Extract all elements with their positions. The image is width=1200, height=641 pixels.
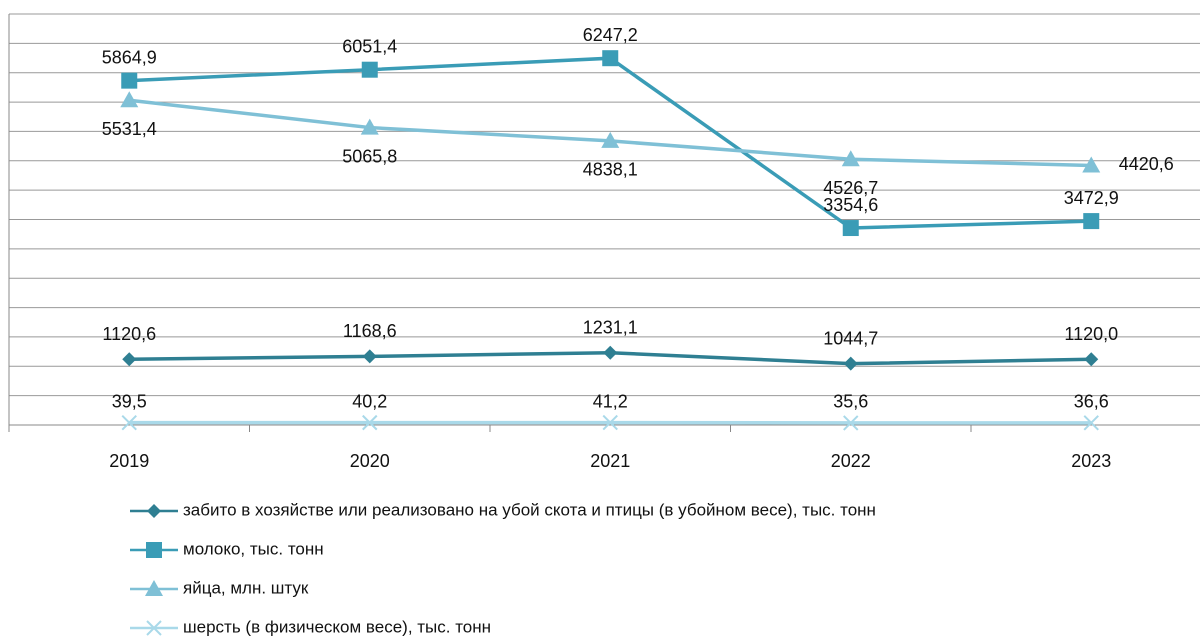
marker xyxy=(121,72,138,89)
data-label: 1168,6 xyxy=(343,321,397,341)
marker xyxy=(361,61,378,78)
marker xyxy=(1083,415,1099,431)
marker xyxy=(362,349,377,364)
x-tick-label: 2020 xyxy=(350,451,390,471)
marker xyxy=(842,220,859,237)
marker xyxy=(145,580,163,596)
data-label: 1044,7 xyxy=(823,328,878,348)
data-label: 5065,8 xyxy=(342,146,397,166)
marker xyxy=(843,415,859,431)
data-label: 6051,4 xyxy=(342,36,397,56)
marker xyxy=(362,414,378,431)
data-label: 5531,4 xyxy=(102,119,157,139)
marker xyxy=(843,356,858,371)
data-label: 1231,1 xyxy=(583,317,638,337)
data-label: 40,2 xyxy=(352,391,387,411)
data-label: 1120,0 xyxy=(1064,324,1118,344)
x-tick-label: 2019 xyxy=(109,451,149,471)
marker xyxy=(1083,213,1100,230)
x-tick-label: 2023 xyxy=(1071,451,1111,471)
x-tick-label: 2022 xyxy=(831,451,871,471)
data-label: 4838,1 xyxy=(583,160,638,180)
data-label: 6247,2 xyxy=(583,25,638,45)
marker xyxy=(146,620,162,636)
marker xyxy=(841,150,860,167)
marker xyxy=(601,131,620,148)
data-label: 4420,6 xyxy=(1119,154,1174,174)
marker xyxy=(122,352,137,367)
data-label: 41,2 xyxy=(593,391,628,411)
data-label: 4526,7 xyxy=(823,178,878,198)
marker xyxy=(120,91,139,108)
marker xyxy=(147,504,161,518)
legend-label: шерсть (в физическом весе), тыс. тонн xyxy=(183,617,491,636)
marker xyxy=(360,118,379,135)
data-label: 1120,6 xyxy=(102,324,156,344)
x-tick-label: 2021 xyxy=(590,451,630,471)
legend-label: молоко, тыс. тонн xyxy=(183,539,324,558)
legend-label: яйца, млн. штук xyxy=(183,578,309,597)
marker xyxy=(1082,156,1101,173)
data-label: 3472,9 xyxy=(1064,188,1119,208)
marker xyxy=(602,50,619,67)
marker xyxy=(121,414,137,431)
marker xyxy=(146,542,162,558)
data-label: 3354,6 xyxy=(823,195,878,215)
data-label: 39,5 xyxy=(112,391,147,411)
data-label: 5864,9 xyxy=(102,47,157,67)
marker xyxy=(602,414,618,431)
marker xyxy=(1084,352,1099,367)
legend-label: забито в хозяйстве или реализовано на уб… xyxy=(183,500,876,519)
data-label: 35,6 xyxy=(833,392,868,412)
data-label: 36,6 xyxy=(1074,392,1109,412)
marker xyxy=(603,345,618,360)
